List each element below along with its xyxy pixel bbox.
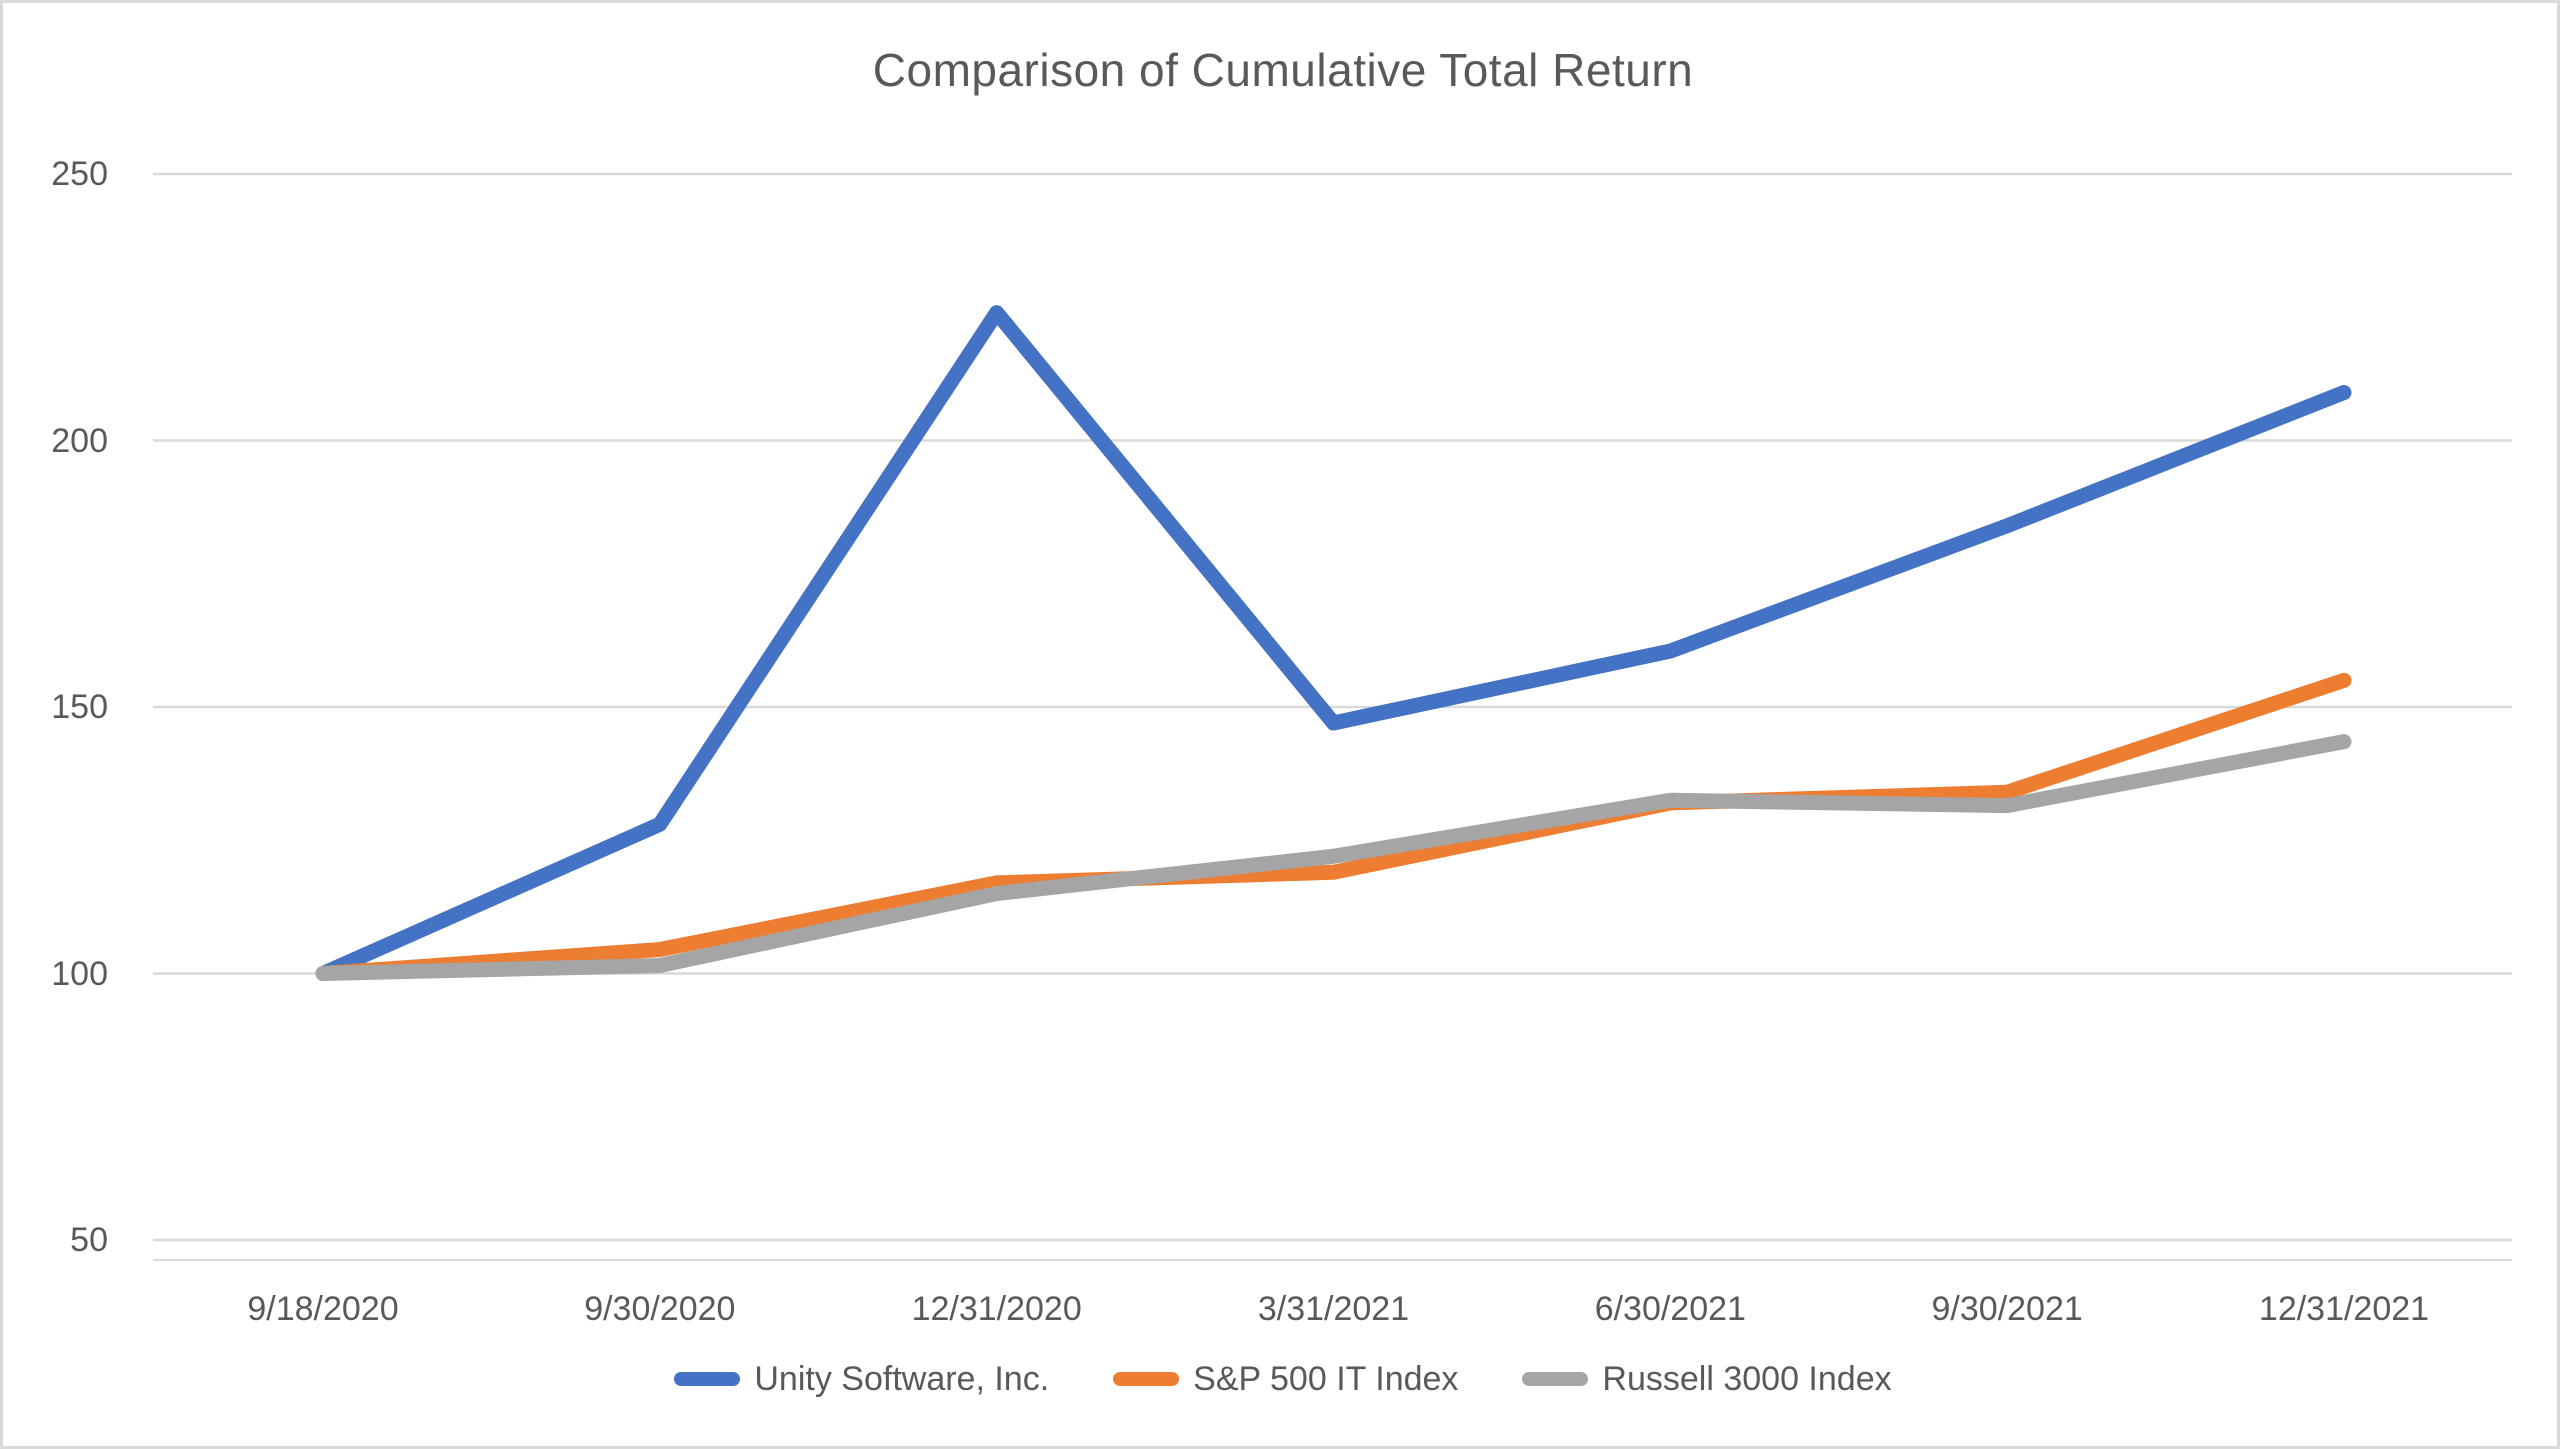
legend-label-russell: Russell 3000 Index bbox=[1602, 1360, 1892, 1398]
y-tick-label-200: 200 bbox=[51, 421, 108, 460]
chart-title: Comparison of Cumulative Total Return bbox=[872, 44, 1694, 96]
unity-line-swatch-icon bbox=[674, 1372, 741, 1386]
sp500-line-swatch-icon bbox=[1113, 1372, 1180, 1386]
y-tick-label-100: 100 bbox=[51, 954, 108, 993]
x-tick-label-0: 9/18/2020 bbox=[247, 1290, 399, 1328]
plot-area bbox=[153, 172, 2512, 1261]
y-tick-label-50: 50 bbox=[70, 1221, 108, 1259]
legend-item-unity: Unity Software, Inc. bbox=[674, 1355, 1049, 1403]
legend-label-unity: Unity Software, Inc. bbox=[754, 1360, 1050, 1398]
legend-label-sp500: S&P 500 IT Index bbox=[1193, 1360, 1459, 1398]
x-tick-label-6: 12/31/2021 bbox=[2258, 1290, 2430, 1328]
x-tick-label-3: 3/31/2021 bbox=[1257, 1290, 1410, 1328]
y-tick-label-250: 250 bbox=[51, 155, 108, 193]
series-line-1 bbox=[315, 672, 2352, 981]
series-line-0 bbox=[315, 305, 2352, 981]
russell-line-swatch-icon bbox=[1522, 1372, 1589, 1386]
legend: Unity Software, Inc. S&P 500 IT Index Ru… bbox=[3, 1355, 2557, 1403]
x-tick-label-4: 6/30/2021 bbox=[1594, 1290, 1746, 1328]
x-tick-label-1: 9/30/2020 bbox=[584, 1290, 736, 1328]
legend-item-sp500: S&P 500 IT Index bbox=[1113, 1355, 1458, 1403]
x-tick-label-5: 9/30/2021 bbox=[1931, 1290, 2083, 1328]
series-line-2 bbox=[315, 734, 2352, 981]
x-tick-label-2: 12/31/2020 bbox=[911, 1290, 1082, 1328]
legend-item-russell: Russell 3000 Index bbox=[1522, 1355, 1892, 1403]
y-tick-label-150: 150 bbox=[51, 688, 108, 726]
